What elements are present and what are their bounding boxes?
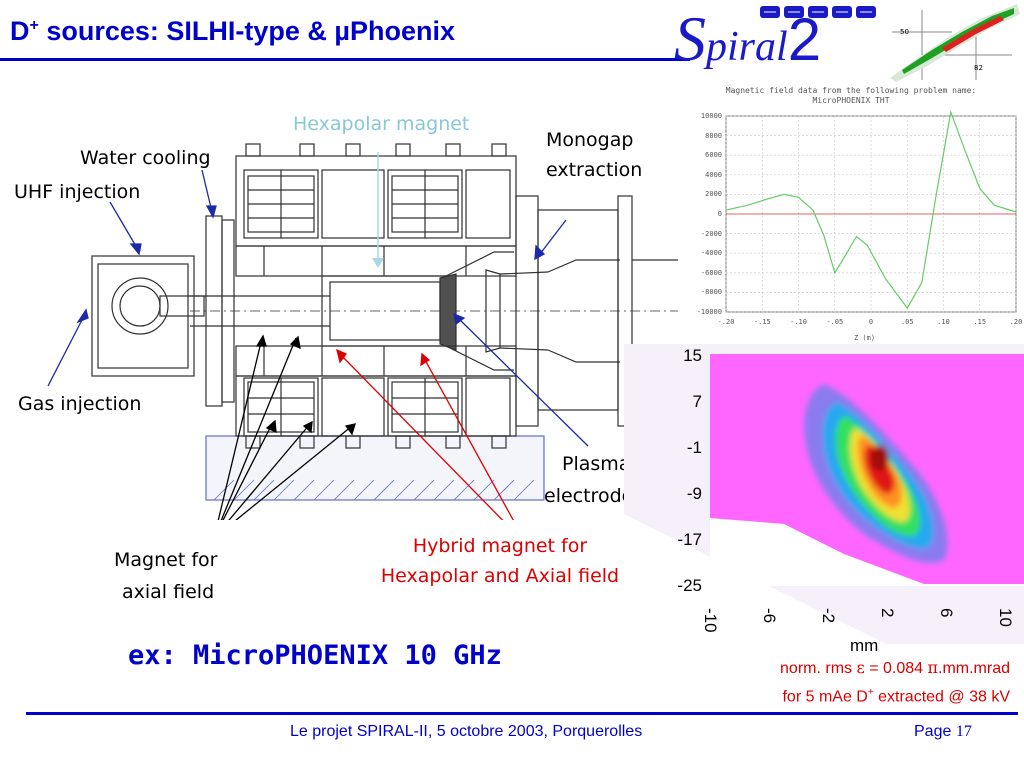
logo-emittance-icon: 50 82 — [882, 0, 1024, 82]
label-water-cooling: Water cooling — [80, 147, 211, 169]
field-x-tick: .20 — [1009, 318, 1023, 326]
field-x-tick: .10 — [937, 318, 950, 326]
label-monogap-2: extraction — [546, 159, 643, 181]
label-plasma-2: electrode — [544, 485, 634, 507]
field-x-tick: .05 — [900, 318, 914, 326]
field-y-tick: 8000 — [705, 131, 722, 140]
field-y-tick: 4000 — [705, 170, 722, 179]
svg-text:82: 82 — [974, 64, 983, 72]
emittance-xlabel: mm — [850, 636, 879, 655]
field-y-tick: 6000 — [705, 151, 722, 160]
norm-text-a: norm. rms — [780, 660, 857, 677]
field-y-tick: 10000 — [700, 112, 722, 120]
field-plot-svg — [725, 109, 1017, 313]
field-y-tick: -2000 — [700, 229, 722, 238]
emittance-x-tick: -10 — [701, 608, 720, 633]
page-label: Page — [914, 723, 956, 740]
logo-s: S — [674, 3, 706, 74]
title-sup: + — [29, 17, 39, 34]
field-y-tick: -4000 — [700, 249, 722, 258]
source-cross-section — [47, 143, 680, 520]
emittance-caption-line-1: norm. rms ε = 0.084 π.mm.mrad — [700, 656, 1010, 681]
label-gas-injection: Gas injection — [18, 393, 142, 415]
field-y-tick: 0 — [717, 210, 722, 218]
field-y-tick: 2000 — [705, 190, 722, 199]
emittance-y-tick: -17 — [677, 530, 702, 549]
label-hybrid-2: Hexapolar and Axial field — [380, 565, 620, 587]
page-num: 17 — [955, 723, 972, 740]
emittance-x-tick: -6 — [760, 608, 779, 624]
norm-text-c: .mm.mrad — [938, 660, 1010, 677]
emittance-y-tick: -9 — [686, 484, 702, 503]
label-uhf-injection: UHF injection — [14, 181, 141, 203]
emittance-caption-line-2: for 5 mAe D+ extracted @ 38 kV — [700, 681, 1010, 709]
title-prefix: D — [10, 16, 30, 46]
emittance-svg — [624, 344, 1024, 644]
pi-symbol: π — [927, 658, 938, 677]
field-x-tick: -.20 — [717, 318, 735, 326]
example-caption: ex: MicroPHOENIX 10 GHz — [128, 640, 502, 671]
norm-text-e: extracted @ 38 kV — [873, 688, 1010, 706]
emittance-x-tick: -2 — [819, 608, 838, 624]
emittance-mask — [710, 518, 1024, 586]
field-x-tick: .15 — [973, 318, 987, 326]
title-rule — [0, 58, 690, 61]
title-rest: sources: SILHI-type & µPhoenix — [38, 16, 455, 46]
emittance-x-tick: 6 — [937, 608, 956, 618]
norm-text-b: = 0.084 — [864, 660, 928, 677]
field-x-tick: -.10 — [790, 318, 807, 326]
label-magnet-axial-2: axial field — [122, 581, 215, 603]
field-plot-title-1: Magnetic field data from the following p… — [725, 86, 977, 95]
emittance-x-tick: 10 — [996, 608, 1015, 627]
field-curve — [725, 109, 1017, 310]
logo-piral: piral — [706, 24, 788, 70]
norm-text-d: for 5 mAe D — [782, 688, 868, 706]
label-plasma-1: Plasma — [562, 453, 631, 475]
label-hybrid-1: Hybrid magnet for — [412, 535, 588, 557]
norm-sup: + — [867, 687, 874, 698]
page-number: Page 17 — [914, 723, 972, 741]
label-magnet-axial-1: Magnet for — [114, 549, 218, 571]
logo-magnets — [760, 6, 876, 18]
field-xlabel: Z (m) — [854, 334, 876, 342]
field-x-tick: 0 — [868, 318, 874, 326]
epsilon-symbol: ε — [856, 658, 865, 677]
field-x-tick: -.05 — [826, 318, 844, 326]
field-plot-panel: Magnetic field data from the following p… — [678, 82, 1024, 344]
field-x-tick: -.15 — [753, 318, 771, 326]
label-hexapolar-magnet: Hexapolar magnet — [293, 113, 470, 135]
label-monogap-1: Monogap — [546, 129, 634, 151]
emittance-panel: 15 7 -1 -9 -17 -25 -10 -6 -2 2 6 10 mm — [624, 344, 1024, 656]
field-plot-title-2: MicroPHOENIX THT — [812, 96, 890, 105]
svg-text:50: 50 — [900, 28, 909, 36]
emittance-peak — [871, 445, 889, 471]
footer-center: Le projet SPIRAL-II, 5 octobre 2003, Por… — [290, 723, 643, 740]
footer-rule — [26, 712, 1018, 715]
emittance-y-tick: 7 — [692, 392, 702, 411]
field-y-tick: -10000 — [696, 308, 722, 316]
field-y-tick: -6000 — [700, 268, 722, 277]
emittance-caption: norm. rms ε = 0.084 π.mm.mrad for 5 mAe … — [700, 656, 1010, 709]
emittance-x-tick: 2 — [878, 608, 897, 618]
emittance-y-tick: -25 — [677, 576, 702, 595]
field-y-tick: -8000 — [700, 288, 722, 297]
page-title: D+ sources: SILHI-type & µPhoenix — [10, 16, 455, 47]
emittance-y-tick: -1 — [686, 438, 702, 457]
emittance-y-tick: 15 — [683, 346, 702, 365]
